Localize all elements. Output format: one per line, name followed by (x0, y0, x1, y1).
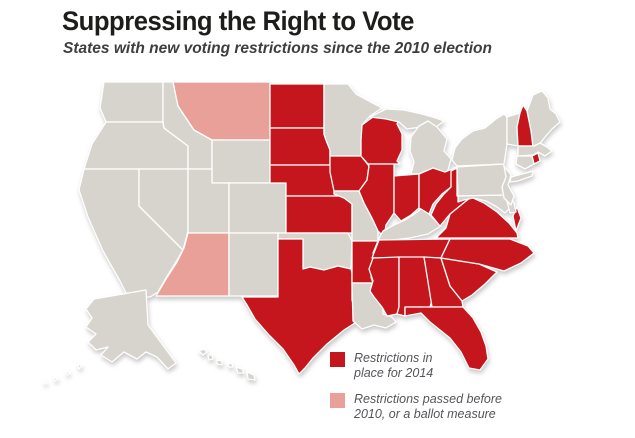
states-group: Washington Oregon California Nevada Idah… (43, 81, 561, 385)
state-south-dakota: South Dakota (269, 127, 331, 166)
state-kentucky: Kentucky (377, 208, 442, 241)
state-washington: Washington (99, 81, 164, 123)
state-new-jersey: New Jersey (501, 165, 515, 206)
page-title: Suppressing the Right to Vote (62, 6, 414, 36)
state-texas: Texas (241, 238, 359, 375)
page-subtitle: States with new voting restrictions sinc… (63, 40, 492, 57)
state-colorado: Colorado (228, 182, 287, 234)
state-west-virginia: West Virginia (430, 167, 472, 227)
state-alaska: Alaska (43, 289, 177, 385)
state-pennsylvania: Pennsylvania (456, 163, 511, 197)
state-new-york: New York (451, 113, 508, 167)
state-tennessee: Tennessee (371, 238, 451, 259)
legend-label-line: place for 2014 (354, 366, 434, 380)
legend-item-restrictions-2014: Restrictions in place for 2014 (330, 351, 502, 381)
legend-label-restrictions-2014: Restrictions in place for 2014 (354, 351, 433, 381)
legend-label-line: Restrictions passed before (354, 392, 502, 406)
legend-label-line: Restrictions in (354, 351, 433, 365)
state-hawaii: Hawaii (198, 348, 256, 381)
state-michigan: Michigan (409, 120, 452, 175)
state-new-mexico: New Mexico (228, 232, 279, 297)
state-new-york-long-island: New York (509, 170, 534, 183)
state-wyoming: Wyoming (211, 139, 271, 184)
legend-label-passed-before-2010: Restrictions passed before 2010, or a ba… (354, 392, 502, 422)
legend-swatch-passed-before-2010-icon (330, 393, 345, 408)
state-maine: Maine (526, 90, 561, 148)
state-florida: Florida (404, 306, 489, 371)
legend-swatch-restrictions-2014-icon (330, 352, 345, 367)
state-kansas: Kansas (285, 195, 353, 234)
map-legend: Restrictions in place for 2014 Restricti… (330, 351, 502, 422)
state-north-dakota: North Dakota (269, 83, 325, 129)
legend-label-line: 2010, or a ballot measure (354, 407, 496, 421)
state-north-carolina: North Carolina (440, 238, 535, 272)
state-connecticut: Connecticut (515, 155, 535, 170)
legend-item-passed-before-2010: Restrictions passed before 2010, or a ba… (330, 392, 502, 422)
